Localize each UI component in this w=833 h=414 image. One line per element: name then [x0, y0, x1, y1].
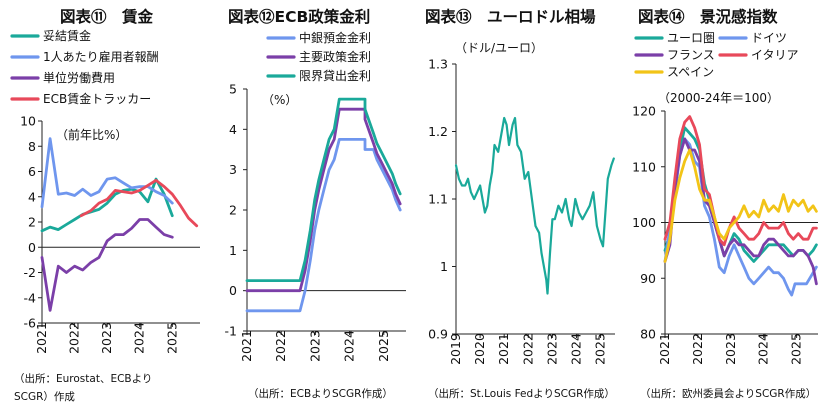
series-line	[79, 178, 199, 228]
legend-label: 中銀預金金利	[299, 30, 371, 45]
panel-eurusd: 図表⑬ ユーロドル相場 （ドル/ユーロ） 1.3 1.2 1.1 1 0.9 2019 2020…	[425, 7, 615, 400]
legend-label: ドイツ	[751, 31, 787, 45]
legend-label: 1人あたり雇用者報酬	[43, 49, 159, 64]
y-tick-label: 0.9	[428, 327, 448, 342]
y-tick-label: 120	[632, 104, 656, 119]
source-note: （出所：欧州委員会よりSCGR作成）	[640, 387, 816, 400]
chart-title: 図表⑭ 景況感指数	[638, 7, 778, 26]
x-tick-label: 2020	[472, 333, 487, 365]
x-tick-label: 2025	[164, 322, 179, 354]
legend-label: フランス	[667, 48, 715, 62]
x-tick-label: 2022	[67, 322, 82, 354]
y-tick-label: 6	[28, 164, 36, 179]
series-line	[663, 148, 818, 263]
series-line	[245, 107, 402, 293]
series-line	[245, 138, 402, 313]
x-tick-label: 2021	[496, 333, 511, 365]
legend-label: イタリア	[751, 48, 799, 62]
source-note: SCGR）作成	[14, 391, 75, 403]
series-line	[245, 97, 402, 282]
x-tick-label: 2021	[239, 330, 254, 362]
legend-label: 単位労働費用	[43, 70, 115, 85]
y-tick-label: 3	[229, 162, 237, 177]
x-tick-label: 2021	[34, 322, 49, 354]
source-note: （出所：ECBよりSCGR作成）	[248, 387, 393, 400]
y-tick-label: -2	[24, 265, 36, 280]
unit-label: （%）	[262, 93, 297, 107]
y-tick-label: 4	[229, 122, 237, 137]
x-tick-label: 2019	[448, 333, 463, 365]
unit-label: （前年比%）	[56, 127, 127, 142]
y-tick-label: 2	[28, 215, 36, 230]
legend-label: 妥結賃金	[43, 28, 91, 43]
y-tick-label: 2	[229, 203, 237, 218]
source-note: （出所：Eurostat、ECBより	[14, 372, 152, 385]
x-tick-label: 2023	[723, 333, 738, 365]
series-line	[663, 137, 818, 297]
y-tick-label: 0	[28, 240, 36, 255]
y-tick-label: 1.2	[428, 124, 448, 139]
y-tick-label: -1	[225, 324, 237, 339]
series-line	[663, 115, 818, 247]
x-tick-label: 2024	[568, 333, 583, 365]
y-tick-label: -4	[24, 290, 37, 305]
x-tick-label: 2025	[376, 330, 391, 362]
x-tick-label: 2022	[520, 333, 535, 365]
legend-label: 主要政策金利	[299, 49, 371, 64]
x-tick-label: 2024	[132, 322, 147, 354]
y-tick-label: 110	[632, 159, 656, 174]
x-tick-label: 2024	[342, 330, 357, 362]
x-tick-label: 2023	[544, 333, 559, 365]
chart-title: 図表⑬ ユーロドル相場	[425, 7, 596, 26]
legend-label: 限界貸出金利	[299, 68, 371, 83]
y-tick-label: 90	[640, 271, 656, 286]
series-group	[454, 116, 615, 295]
series-group	[663, 115, 818, 297]
y-tick-label: 1	[440, 259, 448, 274]
y-tick-label: 80	[640, 327, 656, 342]
x-tick-label: 2024	[756, 333, 771, 365]
x-tick-label: 2023	[99, 322, 114, 354]
source-note: （出所：St.Louis FedよりSCGR作成）	[428, 387, 615, 400]
series-line	[40, 177, 174, 233]
series-line	[40, 137, 174, 209]
x-tick-label: 2022	[690, 333, 705, 365]
x-tick-label: 2022	[273, 330, 288, 362]
x-tick-label: 2025	[593, 333, 608, 365]
y-tick-label: 1	[229, 243, 237, 258]
x-tick-label: 2021	[657, 333, 672, 365]
y-tick-label: 5	[229, 82, 237, 97]
y-tick-label: 8	[28, 139, 36, 154]
chart-title: 図表⑫ECB政策金利	[228, 7, 370, 26]
y-tick-label: -6	[24, 316, 37, 331]
y-tick-label: 100	[632, 215, 656, 230]
y-tick-label: 10	[20, 114, 36, 129]
x-tick-label: 2023	[307, 330, 322, 362]
unit-label: （ドル/ユーロ）	[455, 41, 543, 55]
y-tick-label: 0	[229, 283, 237, 298]
y-tick-label: 4	[28, 189, 36, 204]
series-line	[454, 116, 615, 295]
legend-label: ECB賃金トラッカー	[43, 91, 151, 106]
series-group	[245, 97, 402, 313]
y-tick-label: 1.1	[428, 192, 448, 207]
series-group	[40, 137, 199, 312]
unit-label: （2000-24年＝100）	[658, 91, 779, 105]
y-tick-label: 1.3	[428, 57, 448, 72]
legend-label: ユーロ圏	[667, 31, 715, 45]
chart-title: 図表⑪ 賃金	[60, 7, 154, 26]
x-tick-label: 2025	[789, 333, 804, 365]
series-line	[40, 218, 174, 312]
legend-label: スペイン	[667, 65, 714, 79]
